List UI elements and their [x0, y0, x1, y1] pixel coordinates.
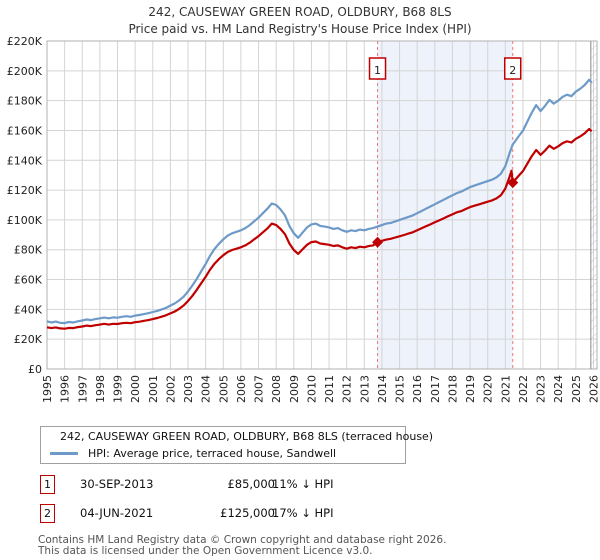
x-tick-label: 1998 [94, 375, 107, 403]
sale-1-marker [372, 236, 384, 248]
sale-1-number-badge: 1 [40, 474, 55, 494]
property-legend-label: 242, CAUSEWAY GREEN ROAD, OLDBURY, B68 8… [60, 430, 434, 443]
y-tick-label: £220K [7, 35, 43, 48]
x-tick-label: 2007 [253, 375, 266, 403]
sale-1-chart-badge-label: 1 [374, 64, 381, 77]
copyright-line-1: Contains HM Land Registry data © Crown c… [38, 534, 447, 546]
sale-2-price: £125,000 [220, 506, 275, 520]
x-tick-label: 2026 [587, 375, 600, 403]
sale-2-hpi-delta: 17% ↓ HPI [272, 506, 334, 520]
x-tick-label: 2014 [376, 375, 389, 403]
sale-1-date: 30-SEP-2013 [80, 477, 154, 491]
y-tick-label: £180K [7, 95, 43, 108]
x-tick-label: 2005 [217, 375, 230, 403]
sale-1-chart-badge [368, 57, 387, 80]
y-tick-label: £160K [7, 124, 43, 137]
x-tick-label: 1995 [41, 375, 54, 403]
chart-title: 242, CAUSEWAY GREEN ROAD, OLDBURY, B68 8… [148, 5, 452, 19]
sale-annotation-2: 2 04-JUN-2021 £125,000 17% ↓ HPI [40, 503, 560, 523]
hpi-legend-label: HPI: Average price, terraced house, Sand… [88, 447, 337, 460]
between-sales-shaded-region [377, 41, 513, 369]
copyright-line-2: This data is licensed under the Open Gov… [38, 545, 373, 557]
x-tick-label: 2024 [552, 375, 565, 403]
x-tick-label: 1996 [59, 375, 72, 403]
x-tick-label: 2017 [429, 375, 442, 403]
x-tick-label: 2025 [570, 375, 583, 403]
x-tick-label: 1997 [76, 375, 89, 403]
y-tick-label: £100K [7, 214, 43, 227]
hpi-line [46, 78, 593, 325]
y-tick-label: £20K [14, 333, 43, 346]
sale-2-chart-badge-label: 2 [509, 64, 516, 77]
y-tick-label: £40K [14, 303, 43, 316]
x-tick-label: 2018 [446, 375, 459, 403]
y-tick-label: £140K [7, 154, 43, 167]
x-tick-label: 2012 [341, 375, 354, 403]
sale-annotation-1: 1 30-SEP-2013 £85,000 11% ↓ HPI [40, 474, 560, 494]
x-tick-label: 2021 [499, 375, 512, 403]
sale-2-number-badge: 2 [40, 503, 55, 523]
gridlines [46, 40, 597, 370]
chart-subtitle: Price paid vs. HM Land Registry's House … [128, 22, 472, 36]
sale-1-hpi-delta: 11% ↓ HPI [272, 477, 334, 491]
x-tick-label: 2000 [129, 375, 142, 403]
x-tick-label: 2023 [535, 375, 548, 403]
chart-legend: 242, CAUSEWAY GREEN ROAD, OLDBURY, B68 8… [40, 426, 433, 464]
x-tick-label: 1999 [112, 375, 125, 403]
x-tick-label: 2020 [482, 375, 495, 403]
hpi-line-swatch [50, 452, 78, 455]
x-tick-label: 2008 [270, 375, 283, 403]
y-tick-label: £120K [7, 184, 43, 197]
x-tick-label: 2001 [147, 375, 160, 403]
sale-2-date: 04-JUN-2021 [80, 506, 154, 520]
x-tick-label: 2006 [235, 375, 248, 403]
x-tick-label: 2002 [164, 375, 177, 403]
sale-2-marker [507, 177, 519, 189]
x-tick-label: 2015 [394, 375, 407, 403]
x-tick-label: 2003 [182, 375, 195, 403]
y-tick-label: £80K [14, 244, 43, 257]
x-tick-label: 2009 [288, 375, 301, 403]
plot-border [46, 40, 598, 370]
property-line [46, 127, 593, 330]
x-tick-label: 2022 [517, 375, 530, 403]
x-tick-label: 2019 [464, 375, 477, 403]
legend-row-property: 242, CAUSEWAY GREEN ROAD, OLDBURY, B68 8… [41, 428, 433, 445]
sale-1-price: £85,000 [227, 477, 275, 491]
x-tick-label: 2013 [358, 375, 371, 403]
x-tick-label: 2004 [200, 375, 213, 403]
x-tick-label: 2011 [323, 375, 336, 403]
y-tick-label: £60K [14, 274, 43, 287]
legend-row-hpi: HPI: Average price, terraced house, Sand… [41, 445, 405, 462]
future-hatch-region [590, 41, 597, 369]
price-chart: 1 2 £0 £20K £40K £60K £80K £100K £120K £140K £160K… [7, 35, 600, 403]
y-tick-label: £200K [7, 65, 43, 78]
y-tick-label: £0 [28, 363, 42, 376]
x-tick-label: 2010 [305, 375, 318, 403]
sale-2-chart-badge [503, 57, 522, 80]
x-tick-label: 2016 [411, 375, 424, 403]
